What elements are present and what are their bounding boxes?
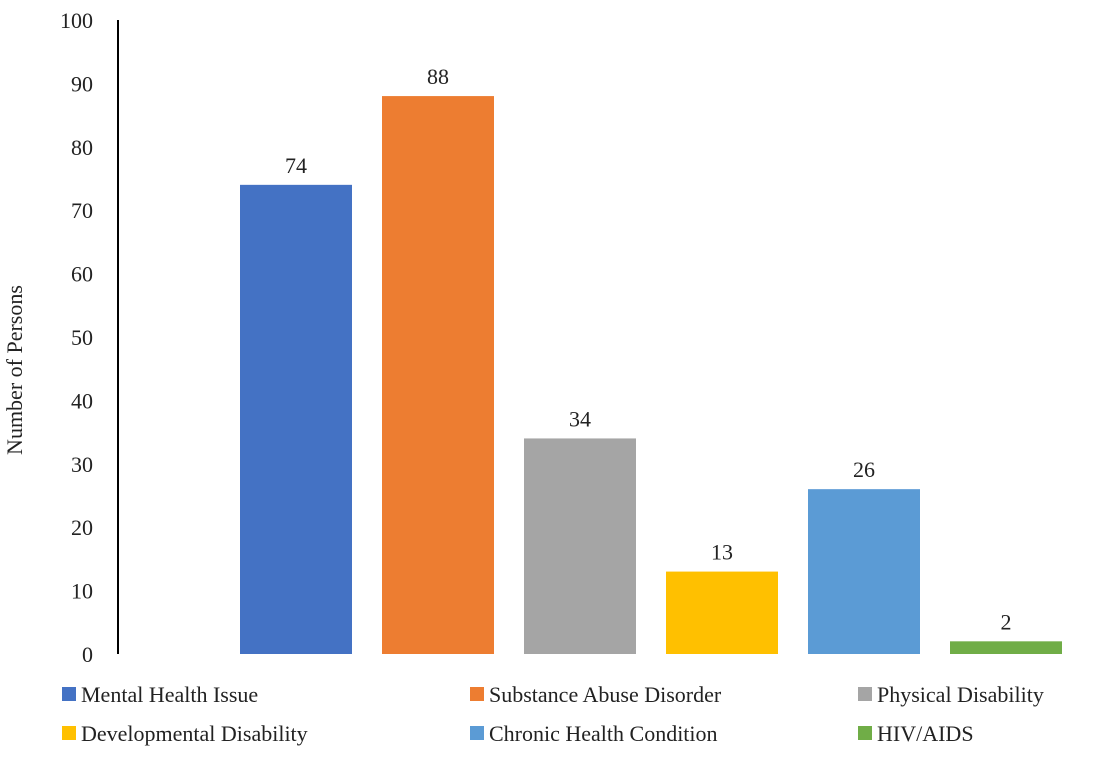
bar-0	[240, 184, 352, 654]
legend-label: Substance Abuse Disorder	[489, 682, 722, 707]
bar-4	[808, 489, 920, 654]
legend-swatch	[858, 687, 872, 701]
value-labels: 74 88 34 13 26 2	[285, 64, 1012, 634]
bar-1	[382, 96, 494, 654]
data-label: 26	[853, 457, 875, 482]
y-tick-label: 60	[71, 262, 93, 287]
legend-label: HIV/AIDS	[877, 721, 974, 746]
y-tick-label: 40	[71, 388, 93, 413]
y-tick-label: 100	[60, 8, 93, 33]
legend-swatch	[62, 726, 76, 740]
data-label: 2	[1001, 609, 1012, 634]
y-tick-label: 20	[71, 515, 93, 540]
y-tick-label: 80	[71, 135, 93, 160]
legend: Mental Health Issue Substance Abuse Disor…	[62, 682, 1044, 746]
y-tick-label: 50	[71, 325, 93, 350]
legend-swatch	[858, 726, 872, 740]
bar-3	[666, 571, 778, 654]
data-label: 34	[569, 406, 591, 431]
data-label: 74	[285, 153, 307, 178]
y-tick-label: 10	[71, 579, 93, 604]
legend-swatch	[62, 687, 76, 701]
y-tick-label: 0	[82, 642, 93, 667]
legend-swatch	[470, 726, 484, 740]
legend-label: Chronic Health Condition	[489, 721, 718, 746]
y-tick-label: 70	[71, 198, 93, 223]
bar-5	[950, 641, 1062, 654]
y-tick-label: 30	[71, 452, 93, 477]
y-tick-label: 90	[71, 71, 93, 96]
bars	[240, 96, 1062, 654]
y-axis: 0 10 20 30 40 50 60 70 80 90 100	[60, 8, 119, 667]
legend-label: Mental Health Issue	[81, 682, 258, 707]
legend-label: Physical Disability	[877, 682, 1044, 707]
data-label: 13	[711, 540, 733, 565]
legend-swatch	[470, 687, 484, 701]
legend-label: Developmental Disability	[81, 721, 308, 746]
bar-2	[524, 438, 636, 654]
data-label: 88	[427, 64, 449, 89]
y-axis-label: Number of Persons	[2, 285, 27, 455]
